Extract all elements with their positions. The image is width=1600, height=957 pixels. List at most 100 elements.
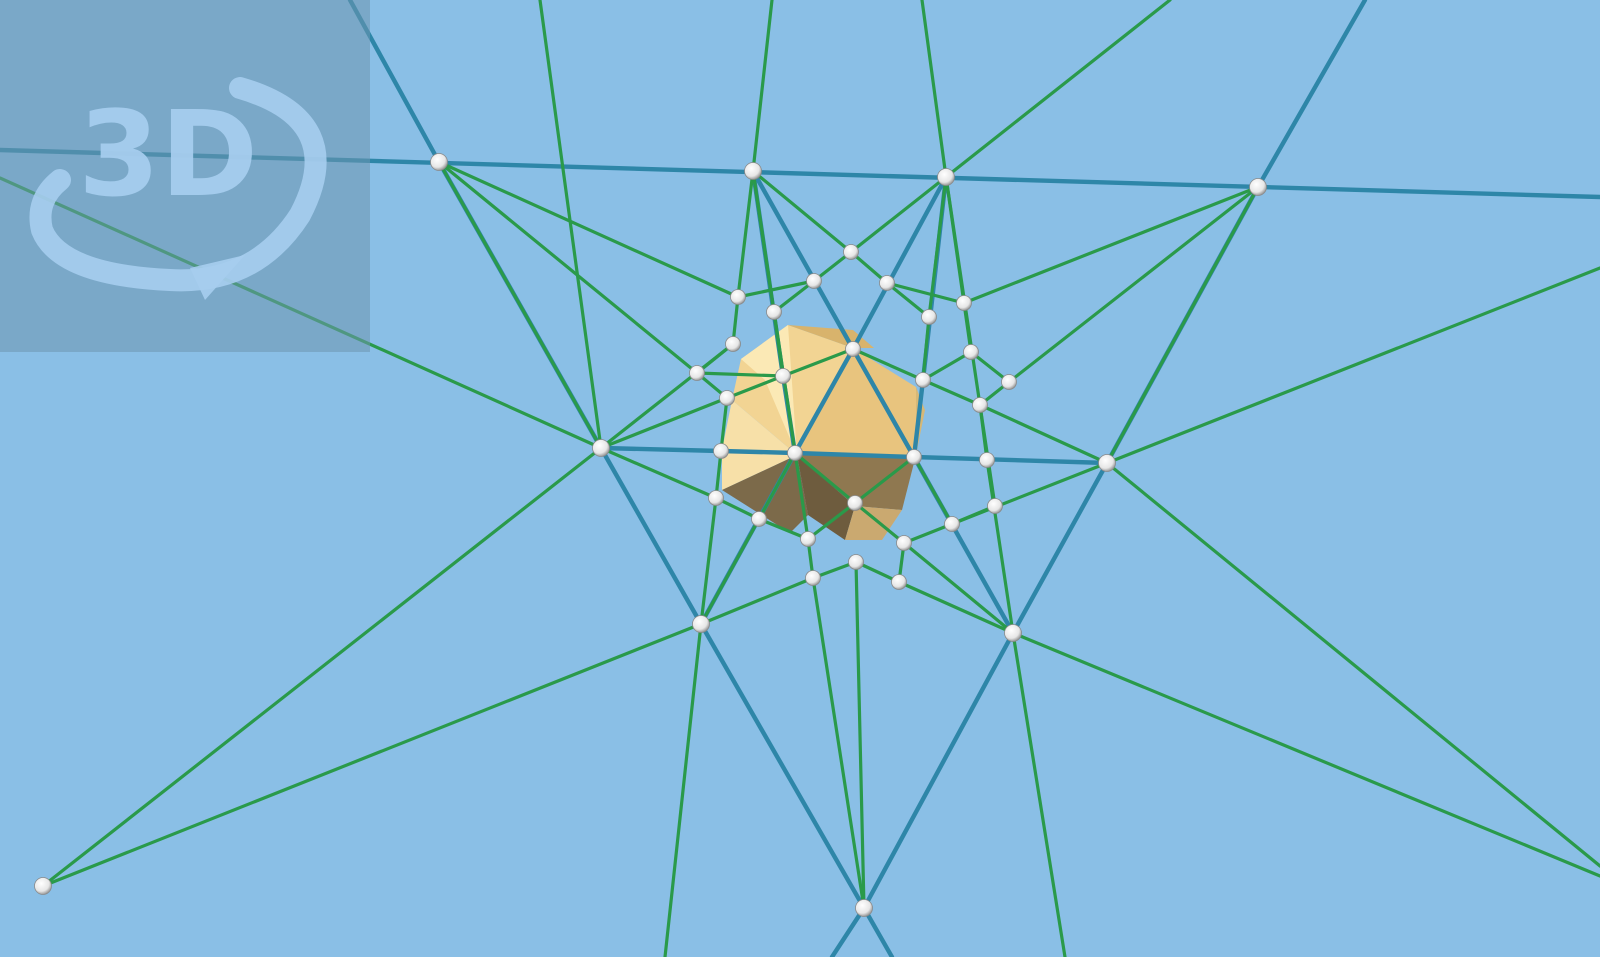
vertex-sphere — [987, 498, 1003, 514]
vertex-sphere — [944, 516, 960, 532]
green-edge — [912, 455, 954, 526]
green-edge — [962, 185, 1260, 305]
vertex-sphere — [921, 309, 937, 325]
blue-edge — [750, 168, 856, 352]
green-edge — [897, 580, 1015, 635]
vertex-sphere — [713, 443, 729, 459]
green-edge — [736, 169, 755, 299]
vertex-sphere — [937, 168, 955, 186]
green-edge — [751, 0, 774, 173]
vertex-sphere — [979, 452, 995, 468]
green-edge — [885, 281, 966, 305]
vertex-sphere — [744, 162, 762, 180]
view-3d-label: 3D — [78, 85, 258, 223]
green-edge — [902, 541, 1015, 635]
green-edge — [599, 446, 718, 500]
green-edge — [599, 396, 729, 450]
green-edge — [41, 446, 603, 888]
green-edge — [725, 374, 785, 400]
green-edge — [921, 350, 973, 382]
vertex-sphere — [843, 244, 859, 260]
green-edge — [751, 169, 853, 254]
green-edge — [736, 279, 816, 299]
green-edge — [853, 455, 916, 505]
vertex-sphere — [891, 574, 907, 590]
vertex-sphere — [34, 877, 52, 895]
green-edge — [1105, 185, 1260, 465]
vertex-sphere — [806, 273, 822, 289]
blue-edge — [792, 450, 917, 460]
vertex-sphere — [708, 490, 724, 506]
green-edge — [944, 0, 1172, 179]
vertex-sphere — [592, 439, 610, 457]
green-edge — [437, 160, 699, 375]
green-edge — [849, 175, 948, 254]
green-edge — [851, 347, 925, 382]
blue-edge — [850, 346, 917, 460]
green-edge — [1011, 631, 1600, 878]
blue-edge — [1255, 0, 1368, 190]
green-edge — [695, 371, 785, 378]
green-edge — [1105, 461, 1600, 868]
green-edge — [849, 250, 889, 285]
solid-face — [797, 348, 916, 455]
vertex-sphere — [775, 368, 791, 384]
vertex-sphere — [719, 390, 735, 406]
solid-face — [722, 455, 808, 533]
vertex-sphere — [689, 365, 705, 381]
green-edge — [719, 396, 729, 453]
vertex-sphere — [963, 344, 979, 360]
green-edge — [781, 347, 855, 378]
vertex-sphere — [787, 445, 803, 461]
solid-face — [722, 400, 797, 490]
blue-edge — [598, 445, 724, 454]
green-edge — [772, 279, 816, 314]
blue-edge — [1010, 460, 1110, 636]
green-edge — [757, 517, 810, 541]
vertex-sphere — [906, 449, 922, 465]
vertex-sphere — [751, 511, 767, 527]
green-edge — [41, 622, 703, 888]
green-edge — [772, 310, 785, 378]
green-edge — [920, 0, 948, 179]
vertex-sphere — [956, 295, 972, 311]
solid-face — [741, 325, 797, 455]
vertex-sphere — [855, 899, 873, 917]
green-edge — [757, 451, 797, 521]
green-edge — [853, 501, 906, 545]
vertex-sphere — [725, 336, 741, 352]
vertex-sphere — [805, 570, 821, 586]
vertex-sphere — [879, 275, 895, 291]
green-edge — [854, 560, 866, 910]
green-edge — [854, 560, 901, 584]
green-edge — [921, 315, 931, 382]
green-edge — [699, 576, 815, 626]
vertex-sphere — [848, 554, 864, 570]
rotate-3d-icon: 3D — [29, 77, 327, 300]
vertex-sphere — [766, 304, 782, 320]
green-edge — [885, 281, 931, 319]
vertex-sphere — [847, 495, 863, 511]
blue-edge — [829, 905, 867, 957]
green-edge — [962, 301, 973, 354]
solid-face — [845, 506, 902, 540]
vertices — [34, 153, 1267, 917]
green-edge — [1011, 631, 1067, 957]
vertex-sphere — [896, 535, 912, 551]
vertex-sphere — [800, 531, 816, 547]
green-edge — [969, 350, 1011, 384]
vertex-sphere — [915, 372, 931, 388]
green-edge — [811, 576, 866, 910]
central-solid — [722, 325, 925, 540]
green-edge — [902, 522, 954, 545]
solid-face — [797, 455, 855, 540]
green-edge — [699, 496, 718, 626]
vertex-sphere — [1249, 178, 1267, 196]
green-edge — [1105, 266, 1600, 465]
green-edge — [978, 403, 1109, 465]
green-edge — [663, 622, 703, 957]
vertex-sphere — [1004, 624, 1022, 642]
view-3d-button[interactable]: 3D — [0, 0, 370, 352]
blue-edge — [861, 905, 895, 957]
